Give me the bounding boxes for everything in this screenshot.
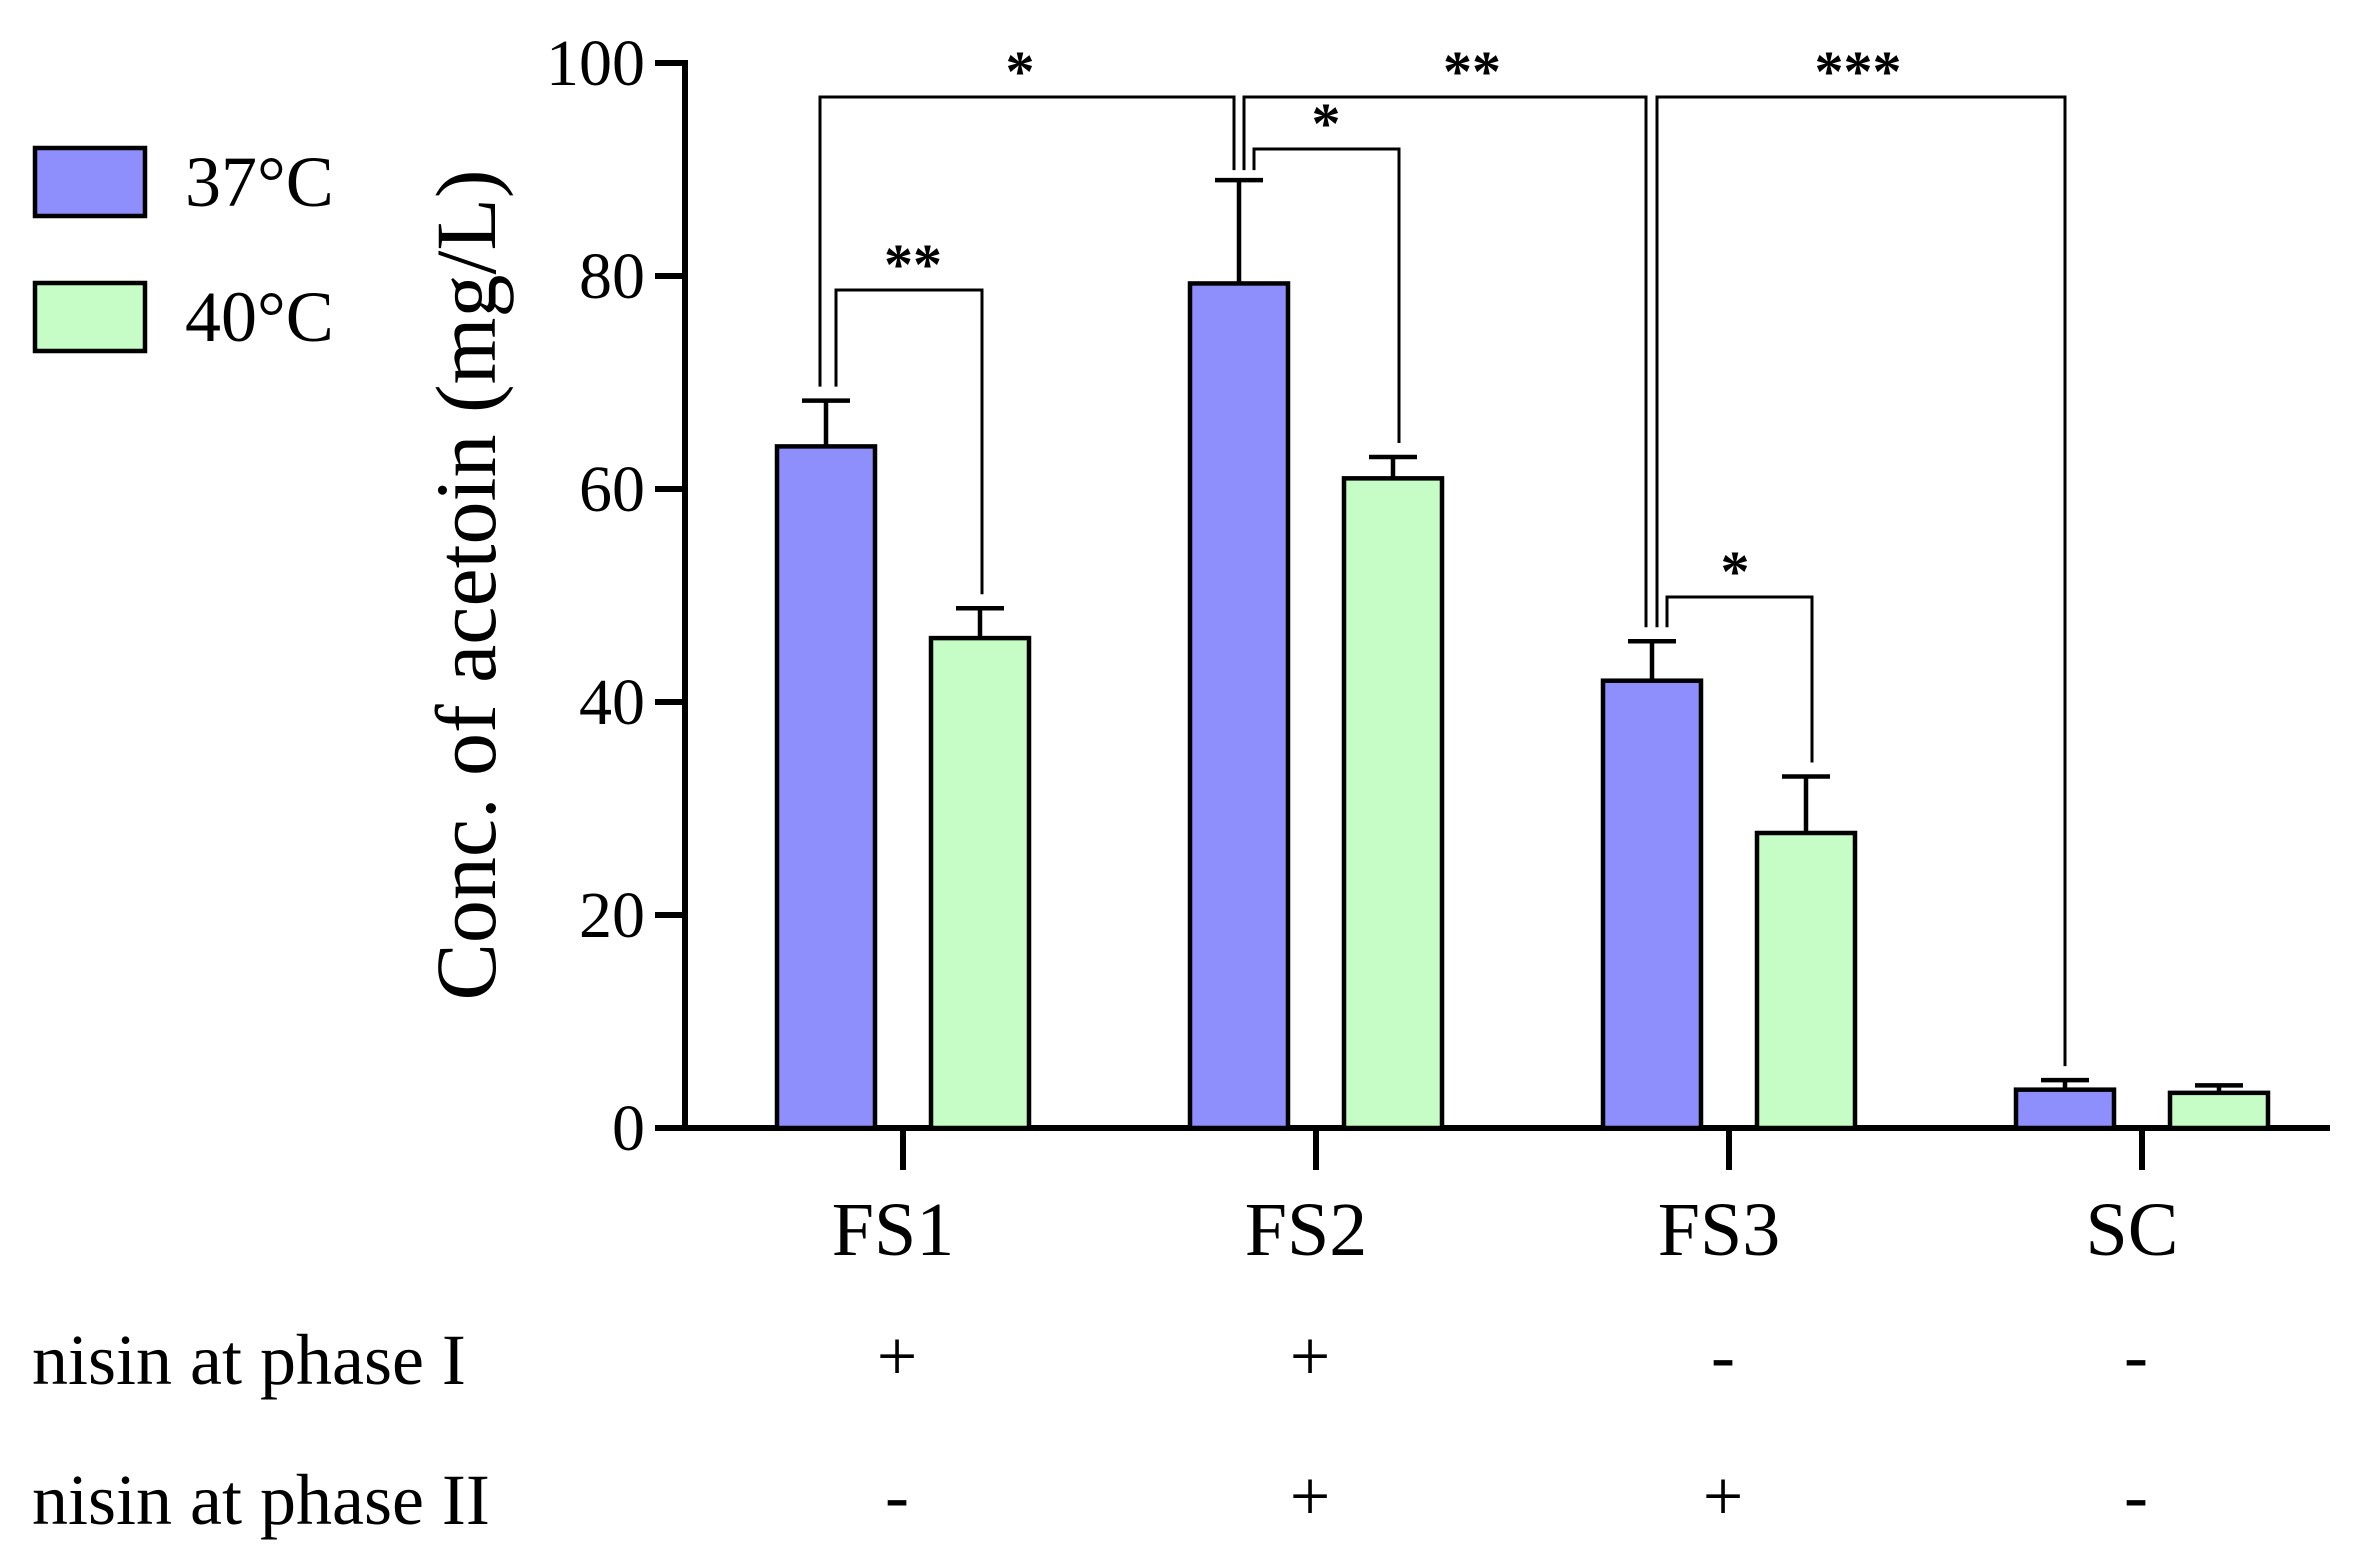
significance-bracket <box>1242 95 1648 628</box>
significance-label: * <box>1312 91 1341 156</box>
y-tick-label: 60 <box>579 453 645 526</box>
x-tick-label: FS1 <box>832 1188 955 1272</box>
axes: 0 20 40 60 80 100 FS1 FS2 FS3 SC <box>546 27 2330 1272</box>
y-tick-label: 100 <box>546 27 645 100</box>
condition-label: nisin at phase I <box>32 1320 466 1400</box>
legend-swatch <box>32 145 148 219</box>
significance-bracket <box>1655 95 2067 1067</box>
condition-mark: + <box>1703 1456 1744 1536</box>
bar <box>774 444 878 1131</box>
bar <box>2167 1090 2271 1131</box>
condition-mark: - <box>2124 1456 2148 1536</box>
y-tick-label: 0 <box>612 1092 645 1165</box>
condition-table: nisin at phase I + + - - nisin at phase II - + +… <box>32 1316 2148 1540</box>
bar <box>1187 281 1291 1131</box>
condition-mark: - <box>885 1456 909 1536</box>
significance-label: *** <box>1815 39 1902 104</box>
significance-bracket <box>834 288 984 595</box>
significance-label: * <box>1721 539 1750 604</box>
condition-mark: + <box>877 1316 918 1396</box>
x-tick-label: FS3 <box>1658 1188 1781 1272</box>
condition-mark: + <box>1290 1316 1331 1396</box>
significance-bracket <box>1252 147 1401 444</box>
bar <box>928 635 1032 1131</box>
significance-label: ** <box>1443 39 1501 104</box>
bar <box>2013 1087 2117 1131</box>
y-axis-label: Conc. of acetoin (mg/L) <box>418 169 514 1000</box>
significance-bracket <box>1665 595 1814 763</box>
y-tick-label: 80 <box>579 240 645 313</box>
bar <box>1754 830 1858 1131</box>
y-tick-label: 20 <box>579 879 645 952</box>
condition-mark: - <box>2124 1316 2148 1396</box>
legend-label: 37°C <box>185 142 334 222</box>
x-tick-label: FS2 <box>1245 1188 1368 1272</box>
bar <box>1341 476 1445 1131</box>
legend-label: 40°C <box>185 277 334 357</box>
significance-brackets: ***** ** *** <box>818 39 2067 1067</box>
bars <box>774 177 2271 1131</box>
legend: 37°C 40°C <box>32 142 334 357</box>
y-tick-label: 40 <box>579 666 645 739</box>
condition-mark: + <box>1290 1456 1331 1536</box>
bar <box>1600 678 1704 1131</box>
significance-label: * <box>1006 39 1035 104</box>
condition-mark: - <box>1711 1316 1735 1396</box>
legend-swatch <box>32 280 148 354</box>
significance-label: ** <box>884 232 942 297</box>
significance-bracket <box>818 95 1236 387</box>
condition-label: nisin at phase II <box>32 1460 490 1540</box>
x-tick-label: SC <box>2086 1188 2179 1272</box>
